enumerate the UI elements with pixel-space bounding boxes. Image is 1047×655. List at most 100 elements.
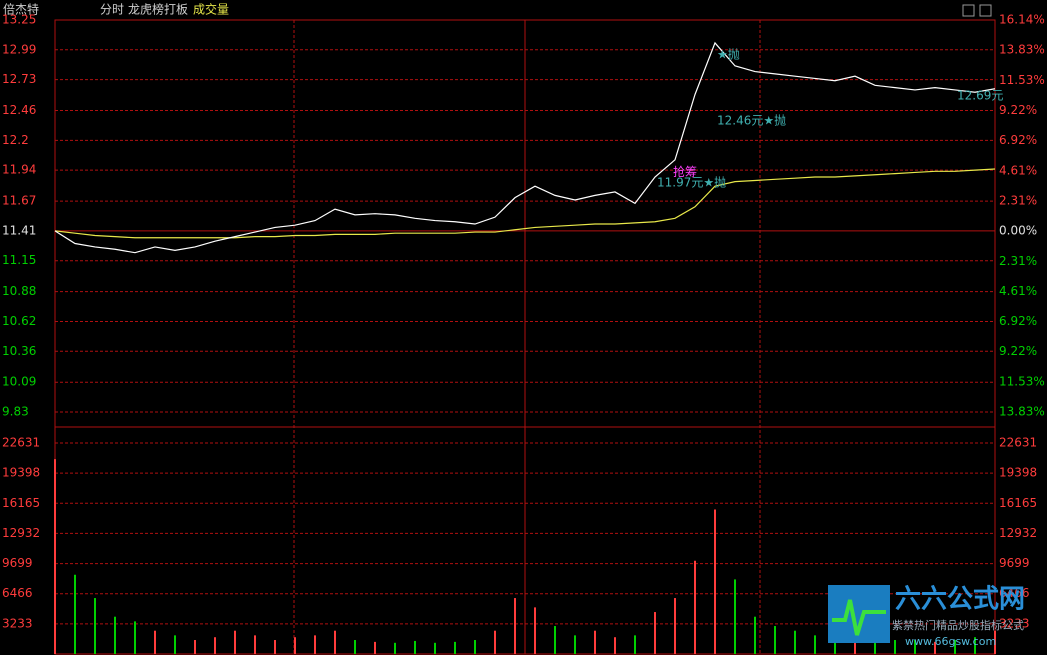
- volume-bar: [514, 598, 516, 654]
- volume-bar: [174, 635, 176, 654]
- y2-tick-label: 2.31%: [999, 193, 1037, 207]
- volume-bar: [574, 635, 576, 654]
- volume-bar: [454, 641, 456, 654]
- volume-bar: [894, 640, 896, 654]
- volume-bar: [214, 637, 216, 654]
- y-tick-label: 10.62: [2, 314, 36, 328]
- volume-bar: [594, 630, 596, 654]
- y2-tick-label: 11.53%: [999, 73, 1045, 87]
- volume-bar: [54, 459, 56, 654]
- y-tick-label: 12932: [2, 526, 40, 540]
- volume-bar: [374, 641, 376, 654]
- volume-bar: [634, 635, 636, 654]
- volume-bar: [94, 598, 96, 654]
- annotation: ★抛: [717, 46, 740, 61]
- volume-bar: [754, 616, 756, 654]
- volume-bar: [334, 630, 336, 654]
- volume-bar: [914, 640, 916, 654]
- volume-bar: [74, 574, 76, 654]
- volume-bar: [934, 641, 936, 654]
- y-tick-label: 9699: [999, 556, 1030, 570]
- y2-tick-label: 11.53%: [999, 374, 1045, 388]
- logo-url: www.66gsw.com: [905, 635, 996, 648]
- y-tick-label: 11.67: [2, 194, 36, 208]
- y-tick-label: 16165: [2, 496, 40, 510]
- volume-bar: [554, 626, 556, 654]
- tab[interactable]: 分时: [100, 3, 124, 17]
- logo-name: 六六公式网: [895, 585, 1025, 615]
- volume-bar: [714, 509, 716, 654]
- volume-bar: [734, 579, 736, 654]
- y-tick-label: 10.88: [2, 284, 36, 298]
- volume-bar: [774, 626, 776, 654]
- volume-bar: [354, 640, 356, 654]
- y-tick-label: 11.15: [2, 253, 36, 267]
- y2-tick-label: 6.92%: [999, 314, 1037, 328]
- tab[interactable]: 龙虎榜打板: [128, 2, 188, 17]
- y-tick-label: 12.99: [2, 42, 36, 56]
- button[interactable]: [962, 4, 975, 17]
- y-tick-label: 11.94: [2, 163, 36, 177]
- volume-bar: [534, 607, 536, 654]
- logo-icon: [832, 599, 886, 636]
- volume-bar: [134, 621, 136, 654]
- y-tick-label: 12932: [999, 526, 1037, 540]
- volume-bar: [474, 640, 476, 654]
- volume-bar: [494, 630, 496, 654]
- y-tick-label: 6466: [2, 586, 33, 600]
- volume-bar: [814, 635, 816, 654]
- stock-name: 倍杰特: [3, 2, 39, 17]
- volume-bar: [434, 642, 436, 654]
- y-tick-label: 16165: [999, 496, 1037, 510]
- volume-bar: [974, 637, 976, 654]
- y2-tick-label: 13.83%: [999, 405, 1045, 419]
- annotation: 抢筹: [673, 164, 697, 179]
- volume-bar: [694, 560, 696, 654]
- y2-tick-label: 9.22%: [999, 344, 1037, 358]
- y-tick-label: 19398: [2, 466, 40, 480]
- volume-bar: [614, 637, 616, 654]
- y-tick-label: 6466: [999, 586, 1030, 600]
- y-tick-label: 9699: [2, 556, 33, 570]
- annotation: 12.69元: [957, 88, 1003, 102]
- y-tick-label: 9.83: [2, 405, 29, 419]
- volume-bar: [654, 612, 656, 654]
- volume-bar: [194, 640, 196, 654]
- y-tick-label: 12.46: [2, 103, 36, 117]
- volume-bar: [414, 640, 416, 654]
- y-tick-label: 10.09: [2, 375, 36, 389]
- volume-bar: [274, 640, 276, 654]
- price-line: [54, 41, 996, 254]
- annotation: 12.46元★抛: [717, 112, 786, 127]
- logo: 六六公式网 紫禁热门精品炒股指标公式 www.66gsw.com: [828, 585, 1025, 648]
- y-tick-label: 3233: [999, 616, 1030, 630]
- y2-tick-label: 4.61%: [999, 284, 1037, 298]
- y-tick-label: 13.25: [2, 13, 36, 27]
- button[interactable]: [979, 4, 992, 17]
- volume-bar: [234, 630, 236, 654]
- volume-bar: [794, 630, 796, 654]
- volume-bar: [954, 640, 956, 654]
- y-tick-label: 12.2: [2, 133, 29, 147]
- y2-tick-label: 0.00%: [999, 224, 1037, 238]
- volume-bar: [314, 635, 316, 654]
- volume-bar: [154, 630, 156, 654]
- y-tick-label: 10.36: [2, 344, 36, 358]
- volume-bar: [114, 616, 116, 654]
- volume-bar: [294, 637, 296, 654]
- y2-tick-label: 6.92%: [999, 133, 1037, 147]
- y2-tick-label: 13.83%: [999, 43, 1045, 57]
- y-tick-label: 22631: [2, 436, 40, 450]
- y-tick-label: 22631: [999, 436, 1037, 450]
- y-tick-label: 3233: [2, 616, 33, 630]
- y-tick-label: 19398: [999, 466, 1037, 480]
- volume-bar: [674, 598, 676, 654]
- volume-title: 成交量: [193, 2, 229, 17]
- annotation: 11.97元★抛: [657, 175, 726, 190]
- volume-bar: [394, 642, 396, 654]
- price-line: [54, 168, 996, 239]
- y2-tick-label: 16.14%: [999, 13, 1045, 27]
- y2-tick-label: 9.22%: [999, 103, 1037, 117]
- y2-tick-label: 2.31%: [999, 254, 1037, 268]
